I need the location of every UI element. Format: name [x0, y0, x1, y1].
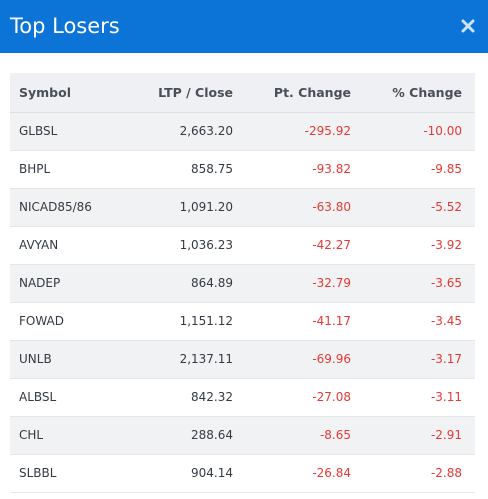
cell-symbol[interactable]: CHL: [19, 428, 44, 442]
cell-ltp: 1,151.12: [179, 314, 233, 328]
table-row[interactable]: GLBSL 2,663.20 -295.92 -10.00: [10, 112, 475, 150]
cell-ltp: 2,663.20: [179, 124, 233, 138]
cell-ltp: 864.89: [191, 276, 233, 290]
cell-symbol[interactable]: BHPL: [19, 162, 51, 176]
table-row[interactable]: BHPL 858.75 -93.82 -9.85: [10, 150, 475, 188]
column-header-pct-change[interactable]: % Change: [364, 73, 475, 113]
cell-ltp: 858.75: [191, 162, 233, 176]
close-icon[interactable]: [458, 16, 478, 36]
cell-pct-change: -5.52: [430, 200, 462, 214]
cell-pt-change: -42.27: [312, 238, 351, 252]
cell-symbol[interactable]: NADEP: [19, 276, 61, 290]
cell-ltp: 904.14: [191, 466, 233, 480]
cell-pt-change: -26.84: [312, 466, 351, 480]
column-header-pt-change[interactable]: Pt. Change: [246, 73, 364, 113]
cell-pct-change: -3.45: [430, 314, 462, 328]
table-row[interactable]: NADEP 864.89 -32.79 -3.65: [10, 264, 475, 302]
cell-pt-change: -63.80: [312, 200, 351, 214]
table-row[interactable]: AVYAN 1,036.23 -42.27 -3.92: [10, 226, 475, 264]
cell-symbol[interactable]: ALBSL: [19, 390, 57, 404]
cell-pt-change: -41.17: [312, 314, 351, 328]
losers-table: Symbol LTP / Close Pt. Change % Change G…: [10, 73, 475, 493]
table-row[interactable]: CHL 288.64 -8.65 -2.91: [10, 416, 475, 454]
cell-pt-change: -27.08: [312, 390, 351, 404]
cell-pct-change: -3.65: [430, 276, 462, 290]
cell-pct-change: -2.91: [430, 428, 462, 442]
cell-pct-change: -9.85: [430, 162, 462, 176]
cell-pt-change: -69.96: [312, 352, 351, 366]
modal-title: Top Losers: [10, 14, 120, 38]
cell-symbol[interactable]: FOWAD: [19, 314, 65, 328]
cell-pct-change: -3.11: [430, 390, 462, 404]
cell-pct-change: -2.88: [430, 466, 462, 480]
cell-symbol[interactable]: AVYAN: [19, 238, 59, 252]
table-row[interactable]: NICAD85/86 1,091.20 -63.80 -5.52: [10, 188, 475, 226]
cell-pct-change: -3.92: [430, 238, 462, 252]
cell-pt-change: -93.82: [312, 162, 351, 176]
column-header-symbol[interactable]: Symbol: [10, 73, 128, 113]
cell-ltp: 1,091.20: [179, 200, 233, 214]
table-row[interactable]: SLBBL 904.14 -26.84 -2.88: [10, 454, 475, 492]
table-header-row: Symbol LTP / Close Pt. Change % Change: [10, 73, 475, 113]
table-row[interactable]: ALBSL 842.32 -27.08 -3.11: [10, 378, 475, 416]
cell-ltp: 288.64: [191, 428, 233, 442]
cell-pct-change: -10.00: [423, 124, 462, 138]
cell-ltp: 1,036.23: [179, 238, 233, 252]
cell-pt-change: -295.92: [304, 124, 351, 138]
cell-symbol[interactable]: NICAD85/86: [19, 200, 92, 214]
modal-header: Top Losers: [0, 0, 488, 53]
column-header-ltp[interactable]: LTP / Close: [128, 73, 246, 113]
cell-ltp: 2,137.11: [179, 352, 233, 366]
table-row[interactable]: FOWAD 1,151.12 -41.17 -3.45: [10, 302, 475, 340]
table-row[interactable]: UNLB 2,137.11 -69.96 -3.17: [10, 340, 475, 378]
losers-table-container: Symbol LTP / Close Pt. Change % Change G…: [10, 73, 475, 493]
cell-symbol[interactable]: UNLB: [19, 352, 52, 366]
cell-pt-change: -8.65: [319, 428, 351, 442]
cell-symbol[interactable]: GLBSL: [19, 124, 58, 138]
cell-pct-change: -3.17: [430, 352, 462, 366]
cell-pt-change: -32.79: [312, 276, 351, 290]
cell-symbol[interactable]: SLBBL: [19, 466, 57, 480]
cell-ltp: 842.32: [191, 390, 233, 404]
